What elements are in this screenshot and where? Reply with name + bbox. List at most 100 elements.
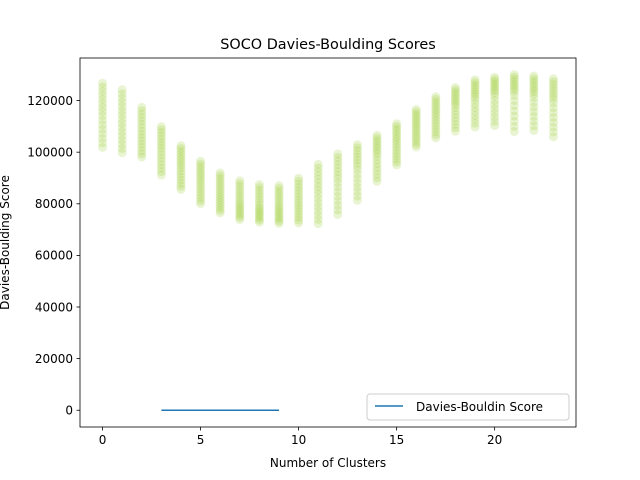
scatter-point — [411, 132, 421, 142]
scatter-point — [411, 134, 421, 144]
scatter-point — [137, 136, 147, 146]
scatter-point — [470, 82, 480, 92]
scatter-point — [411, 124, 421, 134]
scatter-point — [137, 109, 147, 119]
scatter-point — [490, 86, 500, 96]
scatter-point — [333, 167, 343, 177]
scatter-point — [490, 91, 500, 101]
scatter-point — [431, 127, 441, 137]
scatter-point — [372, 176, 382, 186]
scatter-point — [450, 106, 460, 116]
scatter-point — [431, 121, 441, 131]
scatter-point — [411, 117, 421, 127]
scatter-point — [235, 205, 245, 215]
scatter-point — [254, 207, 264, 217]
scatter-point — [411, 139, 421, 149]
scatter-point — [254, 188, 264, 198]
scatter-point — [372, 162, 382, 172]
scatter-point — [548, 108, 558, 118]
scatter-point — [450, 97, 460, 107]
scatter-point — [156, 167, 166, 177]
scatter-point — [372, 159, 382, 169]
scatter-point — [196, 187, 206, 197]
scatter-point — [274, 218, 284, 228]
scatter-point — [352, 149, 362, 159]
scatter-point — [176, 157, 186, 167]
scatter-point — [196, 175, 206, 185]
scatter-point — [529, 79, 539, 89]
scatter-point — [235, 184, 245, 194]
scatter-point — [294, 189, 304, 199]
scatter-point — [411, 127, 421, 137]
scatter-point — [392, 151, 402, 161]
scatter-point — [431, 115, 441, 125]
scatter-point — [294, 203, 304, 213]
y-tick-label: 60000 — [35, 249, 73, 263]
scatter-point — [333, 178, 343, 188]
x-axis-label: Number of Clusters — [270, 456, 386, 470]
scatter-point — [137, 116, 147, 126]
scatter-point — [450, 92, 460, 102]
scatter-point — [215, 171, 225, 181]
scatter-point — [333, 182, 343, 192]
scatter-point — [215, 173, 225, 183]
scatter-point — [392, 132, 402, 142]
scatter-point — [490, 108, 500, 118]
scatter-point — [117, 135, 127, 145]
scatter-point — [352, 187, 362, 197]
scatter-point — [176, 169, 186, 179]
scatter-point — [254, 197, 264, 207]
scatter-point — [215, 192, 225, 202]
scatter-point — [509, 79, 519, 89]
scatter-point — [117, 89, 127, 99]
scatter-point — [137, 106, 147, 116]
scatter-point — [254, 180, 264, 190]
scatter-point — [117, 127, 127, 137]
scatter-point — [274, 189, 284, 199]
scatter-point — [196, 159, 206, 169]
scatter-point — [98, 115, 108, 125]
scatter-point — [98, 98, 108, 108]
scatter-point — [352, 146, 362, 156]
scatter-point — [156, 163, 166, 173]
scatter-point — [215, 182, 225, 192]
scatter-point — [352, 155, 362, 165]
scatter-point — [333, 209, 343, 219]
scatter-point — [450, 119, 460, 129]
scatter-point — [470, 110, 480, 120]
scatter-point — [137, 126, 147, 136]
scatter-point — [117, 102, 127, 112]
legend-box — [366, 393, 570, 421]
scatter-point — [509, 82, 519, 92]
scatter-point — [470, 99, 480, 109]
scatter-point — [333, 149, 343, 159]
scatter-point — [548, 88, 558, 98]
scatter-point — [431, 97, 441, 107]
scatter-point — [274, 205, 284, 215]
scatter-point — [176, 178, 186, 188]
scatter-point — [117, 139, 127, 149]
scatter-point — [392, 134, 402, 144]
scatter-point — [450, 123, 460, 133]
scatter-point — [274, 214, 284, 224]
scatter-point — [98, 82, 108, 92]
y-tick-label: 0 — [65, 404, 73, 418]
scatter-point — [235, 187, 245, 197]
scatter-point — [117, 97, 127, 107]
scatter-point — [509, 70, 519, 80]
scatter-point — [333, 187, 343, 197]
scatter-point — [450, 126, 460, 136]
scatter-point — [392, 154, 402, 164]
scatter-point — [392, 119, 402, 129]
scatter-point — [392, 143, 402, 153]
scatter-point — [470, 92, 480, 102]
scatter-point — [137, 152, 147, 162]
scatter-point — [156, 125, 166, 135]
scatter-point — [372, 136, 382, 146]
scatter-point — [529, 81, 539, 91]
scatter-point — [392, 129, 402, 139]
scatter-point — [509, 101, 519, 111]
scatter-point — [176, 175, 186, 185]
scatter-point — [215, 198, 225, 207]
